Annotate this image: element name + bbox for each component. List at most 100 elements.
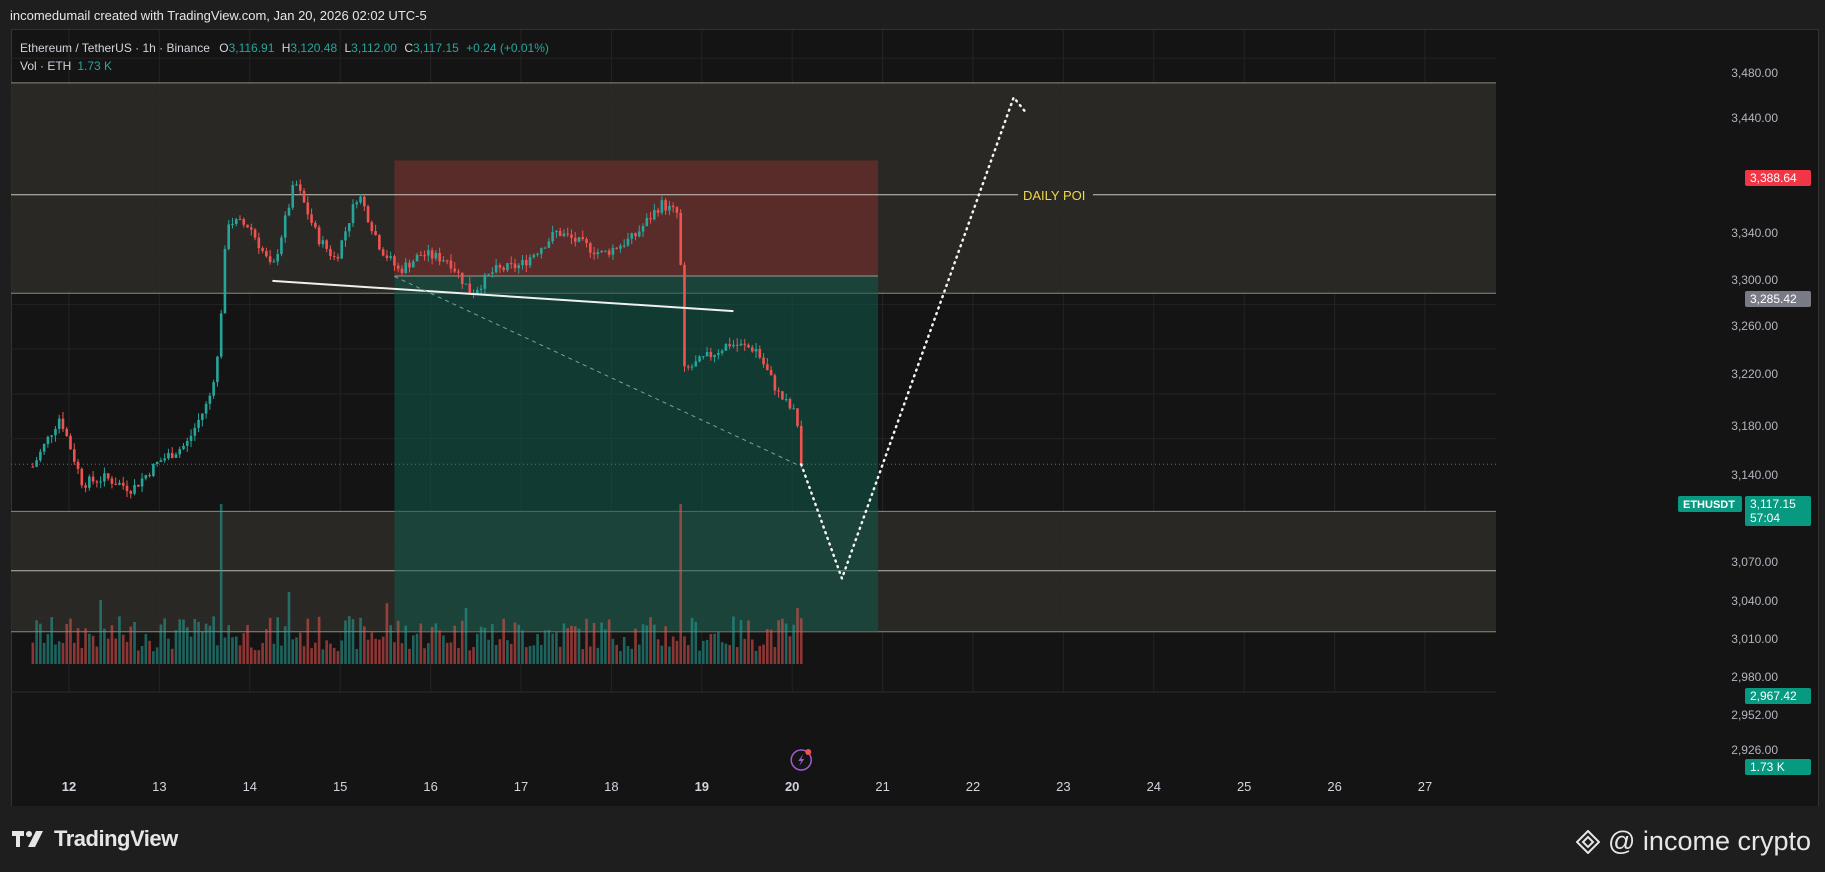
volume-bar (483, 627, 487, 664)
candle-body (265, 251, 268, 257)
candle-body (502, 267, 505, 271)
volume-bar (604, 629, 607, 664)
volume-bar (468, 650, 472, 664)
volume-bar (257, 650, 261, 664)
volume-bar (110, 625, 114, 664)
volume-bar (80, 648, 84, 664)
volume-bar (54, 644, 57, 664)
x-tick-label: 26 (1327, 779, 1341, 794)
candle-body (351, 204, 355, 224)
volume-bar (487, 639, 490, 664)
volume-bar (724, 643, 728, 664)
open-value: 3,116.91 (228, 41, 275, 55)
candle-body (754, 349, 758, 352)
volume-bar (193, 618, 197, 664)
volume-bar (140, 646, 144, 664)
candle-body (457, 271, 460, 273)
volume-bar (253, 650, 257, 664)
volume-bar (728, 644, 731, 664)
volume-bar (517, 624, 521, 664)
candle-body (378, 235, 381, 250)
volume-bar (106, 638, 110, 664)
volume-bar (381, 636, 385, 664)
candle-body (246, 224, 249, 228)
y-tick-label: 3,480.00 (1731, 66, 1778, 80)
price-badge (1745, 496, 1811, 526)
candle-body (690, 366, 694, 368)
candle-body (649, 218, 652, 220)
candle-body (611, 247, 615, 255)
candle-body (219, 313, 223, 357)
volume-bar (238, 645, 242, 664)
candle-body (325, 240, 328, 249)
candle-body (182, 445, 185, 450)
candle-body (434, 252, 438, 259)
candle-body (419, 254, 423, 256)
candle-body (411, 261, 415, 268)
candle-body (140, 478, 144, 487)
symbol-title[interactable]: Ethereum / TetherUS · 1h · Binance (20, 41, 210, 55)
candle-body (344, 231, 347, 241)
volume-bar (717, 632, 720, 664)
short-stop-zone (394, 160, 879, 276)
volume-bar (167, 638, 170, 664)
candle-body (589, 243, 592, 253)
candlesticks (31, 179, 803, 499)
volume-bar (498, 639, 502, 664)
candle-body (427, 250, 430, 256)
candle-body (717, 352, 720, 355)
volume-bar (321, 649, 325, 664)
volume-bar (773, 647, 777, 664)
volume-bar (679, 504, 683, 664)
volume-bar (351, 619, 355, 664)
volume-bar (713, 633, 716, 664)
diamond-icon (1576, 829, 1601, 854)
lightning-icon (790, 749, 812, 771)
volume-bar (540, 644, 543, 664)
volume-bar (630, 648, 634, 664)
candle-body (155, 461, 159, 465)
price-badge-label: 3,388.64 (1750, 171, 1797, 185)
volume-bar (585, 618, 588, 664)
candle-body (185, 440, 189, 446)
volume-bar (792, 624, 796, 664)
volume-bar (732, 616, 735, 664)
volume-bar (506, 640, 509, 664)
volume-bar (95, 646, 99, 664)
volume-bar (649, 617, 652, 664)
candle-body (261, 248, 264, 252)
volume-bar (396, 620, 400, 664)
candle-body (404, 262, 408, 273)
candle-body (144, 475, 148, 479)
volume-bar (347, 616, 351, 664)
volume-bar (735, 647, 739, 664)
candle-body (42, 443, 46, 452)
volume-bar (577, 628, 581, 664)
candle-body (163, 458, 166, 461)
candle-body (317, 227, 321, 245)
candle-body (129, 491, 133, 494)
volume-bar (276, 617, 279, 664)
volume-value: 1.73 K (77, 59, 113, 73)
tradingview-logo[interactable]: TradingView (12, 826, 178, 852)
volume-bar (393, 642, 396, 664)
y-tick-label: 3,340.00 (1731, 226, 1778, 240)
candle-body (76, 461, 80, 469)
candle-body (773, 375, 777, 391)
candle-body (637, 231, 641, 237)
candle-body (133, 484, 136, 494)
volume-bar (555, 632, 558, 664)
volume-bar (596, 647, 600, 664)
volume-bar (268, 617, 272, 664)
candle-body (193, 427, 197, 436)
volume-label[interactable]: Vol · ETH (20, 59, 72, 73)
candle-body (619, 245, 622, 249)
candle-body (381, 249, 385, 256)
volume-bar (784, 623, 788, 664)
alert-dot (805, 749, 812, 755)
candle-body (653, 210, 656, 220)
y-tick-label: 3,070.00 (1731, 555, 1778, 569)
volume-bar (197, 622, 200, 664)
volume-bar (551, 633, 554, 664)
